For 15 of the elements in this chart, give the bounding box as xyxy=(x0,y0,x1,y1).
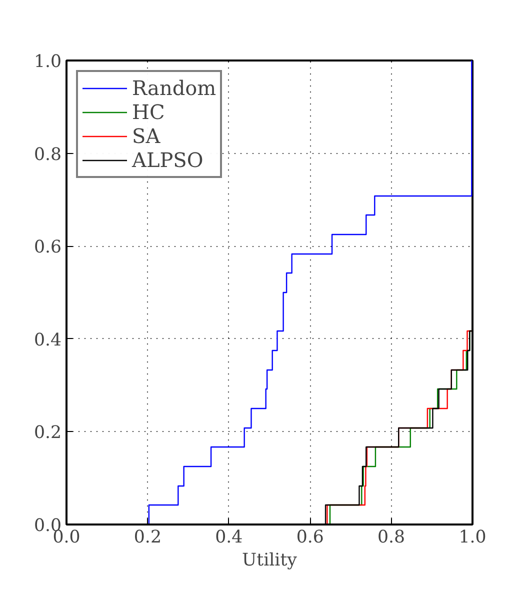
x-tick-label: 0.4 xyxy=(215,528,243,548)
y-tick-label: 1.0 xyxy=(34,52,62,72)
x-tick-label: 0.2 xyxy=(134,528,162,548)
y-tick-label: 0.4 xyxy=(34,330,62,350)
y-tick-label: 0.8 xyxy=(34,144,62,165)
x-tick-label: 1.0 xyxy=(458,528,486,548)
x-axis-title: Utility xyxy=(242,550,298,570)
legend-label: Random xyxy=(132,76,216,100)
x-tick-label: 0.8 xyxy=(378,528,406,548)
legend-label: HC xyxy=(132,100,165,124)
x-tick-label: 0.6 xyxy=(296,528,324,548)
legend-label: SA xyxy=(132,124,160,148)
legend-label: ALPSO xyxy=(132,148,204,172)
y-tick-label: 0.6 xyxy=(34,238,62,258)
y-tick-label: 0.2 xyxy=(34,423,62,444)
